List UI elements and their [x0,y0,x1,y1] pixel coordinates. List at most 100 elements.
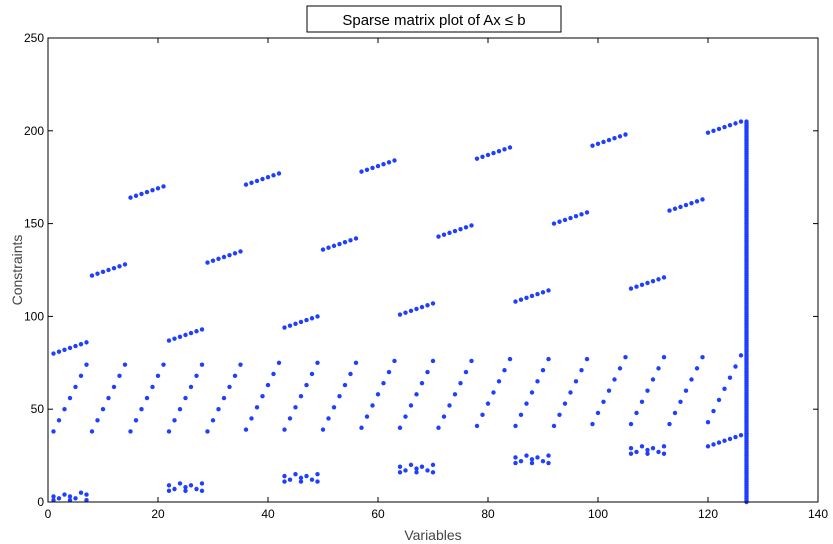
nonzero-point [133,193,139,198]
y-tick-label: 50 [31,402,45,416]
nonzero-point [304,473,309,479]
nonzero-point [601,399,606,404]
nonzero-point [716,440,722,445]
nonzero-point [452,392,458,397]
nonzero-point [645,451,650,456]
nonzero-point [672,410,678,416]
nonzero-point [342,239,348,245]
nonzero-point [645,280,650,286]
nonzero-point [172,486,177,492]
nonzero-point [254,405,260,410]
nonzero-point [546,453,551,458]
nonzero-point [331,405,337,410]
nonzero-point [469,358,474,364]
nonzero-point [78,342,84,347]
nonzero-point [436,234,441,239]
nonzero-point [463,225,469,230]
nonzero-point [172,418,177,423]
nonzero-point [408,403,414,408]
nonzero-point [221,254,227,260]
nonzero-point [601,139,606,145]
nonzero-point [551,221,557,226]
nonzero-point [265,175,271,180]
nonzero-point [326,245,331,250]
nonzero-point [689,377,694,382]
nonzero-point [216,256,221,262]
nonzero-point [282,427,287,432]
nonzero-point [210,258,216,263]
nonzero-point [199,481,205,486]
nonzero-point [513,455,518,460]
nonzero-point [727,436,733,442]
nonzero-point [568,215,573,221]
nonzero-point [738,353,744,358]
nonzero-point [177,481,183,486]
nonzero-point [628,286,634,291]
nonzero-point [441,414,447,419]
nonzero-point [78,490,84,495]
y-tick-label: 200 [24,124,44,138]
y-tick-label: 100 [24,309,44,323]
nonzero-point [425,369,430,375]
nonzero-point [282,325,287,330]
nonzero-point [243,182,249,187]
nonzero-point [298,394,304,399]
nonzero-point [177,407,183,412]
nonzero-point [485,152,491,158]
nonzero-point [485,401,491,406]
nonzero-point [557,412,562,417]
nonzero-point [315,471,320,477]
nonzero-point [194,486,199,492]
nonzero-point [557,219,562,224]
nonzero-point [700,197,705,202]
x-tick-label: 20 [151,507,165,521]
nonzero-point [678,204,683,210]
nonzero-point [232,251,238,256]
nonzero-point [392,158,397,163]
nonzero-point [507,145,513,150]
x-tick-label: 0 [45,507,52,521]
nonzero-point [381,162,386,167]
nonzero-point [491,150,496,156]
nonzero-point [733,434,738,440]
nonzero-point [150,384,155,390]
nonzero-point [67,395,73,401]
nonzero-point [304,317,309,323]
x-tick-label: 40 [261,507,275,521]
nonzero-point [573,379,579,384]
nonzero-point [95,418,100,423]
nonzero-point [612,136,617,141]
nonzero-point [667,421,672,427]
nonzero-point [51,351,56,356]
nonzero-point [491,390,496,395]
nonzero-point [51,497,56,503]
nonzero-point [392,358,397,364]
nonzero-point [419,381,425,386]
nonzero-point [513,460,518,466]
nonzero-point [502,147,507,152]
nonzero-point [254,178,260,184]
nonzero-point [738,119,744,124]
nonzero-point [579,368,584,373]
nonzero-point [716,397,722,403]
nonzero-point [249,180,254,185]
x-tick-label: 100 [588,507,608,521]
nonzero-point [370,403,375,408]
nonzero-point [62,407,67,412]
nonzero-point [419,304,425,310]
nonzero-point [276,171,282,176]
nonzero-point [342,382,348,388]
nonzero-point [73,496,78,501]
nonzero-point [139,191,144,197]
nonzero-point [210,418,216,423]
nonzero-point [243,427,249,432]
nonzero-point [199,327,205,332]
nonzero-point [320,247,326,252]
nonzero-point [711,442,716,447]
nonzero-point [364,414,370,419]
nonzero-point [238,362,243,367]
nonzero-point [623,132,628,137]
nonzero-point [540,458,546,464]
nonzero-point [106,395,111,401]
y-axis-label: Constraints [9,235,25,306]
